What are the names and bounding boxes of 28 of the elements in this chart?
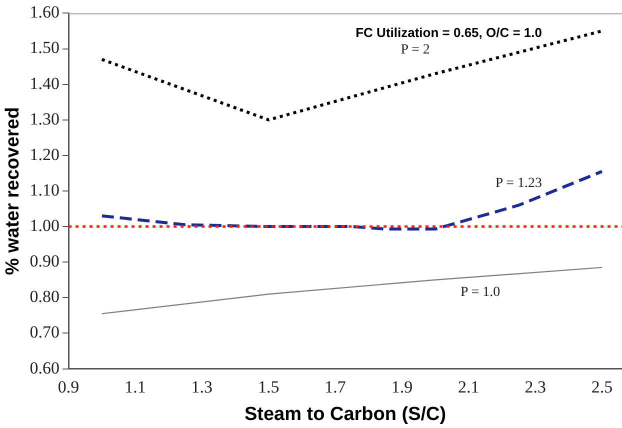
x-tick-label: 1.5 — [258, 377, 280, 396]
x-tick-label: 1.9 — [391, 377, 413, 396]
x-tick-label: 1.3 — [191, 377, 213, 396]
y-axis-title: % water recovered — [2, 107, 24, 275]
y-tick-label: 1.10 — [30, 180, 60, 200]
y-tick-label: 1.60 — [30, 2, 60, 22]
y-tick-label: 1.40 — [30, 74, 60, 93]
y-tick-label: 0.90 — [30, 252, 60, 271]
x-tick-label: 0.9 — [58, 377, 80, 396]
y-tick-label: 0.80 — [30, 287, 60, 306]
y-tick-label: 1.20 — [30, 144, 60, 164]
x-tick-label: 2.1 — [458, 377, 480, 396]
line-series — [100, 170, 604, 231]
y-tick-label: 1.50 — [30, 38, 60, 58]
y-tick-label: 1.30 — [30, 109, 60, 128]
line-series — [100, 29, 604, 122]
y-tick-label: 0.60 — [30, 358, 60, 378]
series-label: P = 1.23 — [495, 176, 542, 192]
x-tick-label: 2.5 — [591, 377, 613, 396]
x-tick-label: 1.1 — [124, 377, 146, 396]
x-tick-label: 2.3 — [524, 377, 546, 396]
series-label: P = 2 — [400, 42, 430, 58]
x-axis-title: Steam to Carbon (S/C) — [244, 404, 446, 425]
annotation: FC Utilization = 0.65, O/C = 1.0 — [356, 25, 542, 40]
x-tick-label: 1.7 — [324, 377, 346, 396]
series-label: P = 1.0 — [460, 284, 500, 300]
y-tick-label: 0.70 — [30, 322, 60, 342]
y-tick-label: 1.00 — [30, 216, 60, 236]
